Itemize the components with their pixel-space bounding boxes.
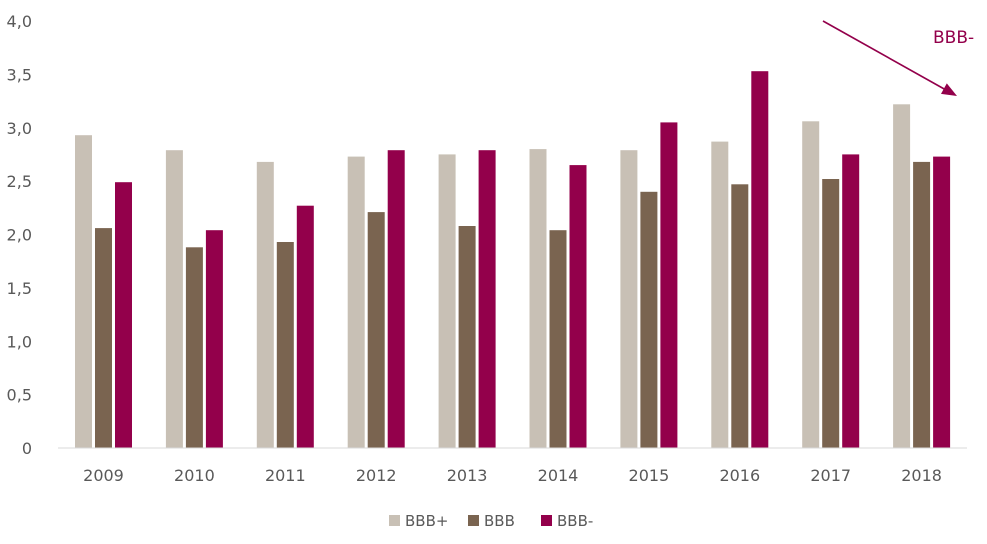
x-axis-labels: 2009 2010 2011 2012 2013 2014 2015 2016 2017 2018 xyxy=(83,466,942,485)
annotation-arrowhead xyxy=(941,83,957,96)
bar-2009-BBB- xyxy=(115,182,132,448)
y-axis-labels: 0 0,5 1,0 1,5 2,0 2,5 3,0 3,5 4,0 xyxy=(7,12,32,458)
x-tick-label: 2018 xyxy=(901,466,942,485)
bar-2011-BBB- xyxy=(296,205,314,448)
x-tick-label: 2012 xyxy=(356,466,397,485)
annotation: BBB- xyxy=(822,20,974,96)
bar-2018-BBB+ xyxy=(893,104,911,449)
bar-2014-BBB xyxy=(549,230,567,448)
legend-swatch xyxy=(468,515,479,526)
x-tick-label: 2010 xyxy=(174,466,215,485)
bar-2015-BBB+ xyxy=(620,150,638,448)
y-tick-label: 4,0 xyxy=(7,12,32,31)
x-tick-label: 2016 xyxy=(719,466,760,485)
bar-2011-BBB xyxy=(276,242,294,448)
legend-label: BBB xyxy=(484,512,515,530)
bar-2012-BBB+ xyxy=(347,156,365,448)
bar-2010-BBB- xyxy=(205,230,223,448)
x-tick-label: 2017 xyxy=(810,466,851,485)
y-tick-label: 1,0 xyxy=(7,332,32,351)
bar-2014-BBB+ xyxy=(529,149,547,448)
bar-2010-BBB xyxy=(185,247,203,448)
y-tick-label: 2,0 xyxy=(7,226,32,245)
bar-2016-BBB xyxy=(731,184,749,449)
bar-2017-BBB- xyxy=(842,154,860,448)
x-tick-label: 2014 xyxy=(538,466,579,485)
y-tick-label: 2,5 xyxy=(7,172,32,191)
bar-2018-BBB- xyxy=(933,156,951,448)
x-tick-label: 2013 xyxy=(447,466,488,485)
annotation-label: BBB- xyxy=(933,28,974,48)
bar-2016-BBB+ xyxy=(711,141,729,448)
bar-2015-BBB- xyxy=(660,122,678,449)
y-tick-label: 0,5 xyxy=(7,386,32,405)
bar-2009-BBB+ xyxy=(75,135,92,448)
bar-2013-BBB- xyxy=(478,150,496,448)
bar-2017-BBB xyxy=(822,179,840,448)
bar-2018-BBB xyxy=(913,161,931,448)
x-tick-label: 2009 xyxy=(83,466,124,485)
annotation-arrow xyxy=(822,20,947,91)
bar-2011-BBB+ xyxy=(256,161,274,448)
legend-swatch xyxy=(389,515,400,526)
legend-label: BBB+ xyxy=(405,512,448,530)
bar-2013-BBB+ xyxy=(438,154,456,448)
legend-swatch xyxy=(541,515,552,526)
x-tick-label: 2011 xyxy=(265,466,306,485)
bar-2009-BBB xyxy=(95,228,112,448)
legend: BBB+ BBB BBB- xyxy=(389,512,593,530)
legend-label: BBB- xyxy=(557,512,593,530)
bar-2017-BBB+ xyxy=(802,121,820,449)
bar-2010-BBB+ xyxy=(165,150,183,448)
bar-2013-BBB xyxy=(458,226,476,448)
y-tick-label: 3,0 xyxy=(7,119,32,138)
bars-layer xyxy=(75,71,951,449)
x-tick-label: 2015 xyxy=(629,466,670,485)
bar-2012-BBB- xyxy=(387,150,405,448)
bar-2015-BBB xyxy=(640,191,658,449)
bar-2012-BBB xyxy=(367,212,385,448)
y-tick-label: 0 xyxy=(22,439,32,458)
y-tick-label: 1,5 xyxy=(7,279,32,298)
bar-2016-BBB- xyxy=(751,71,769,448)
y-tick-label: 3,5 xyxy=(7,65,32,84)
bar-2014-BBB- xyxy=(569,165,587,448)
